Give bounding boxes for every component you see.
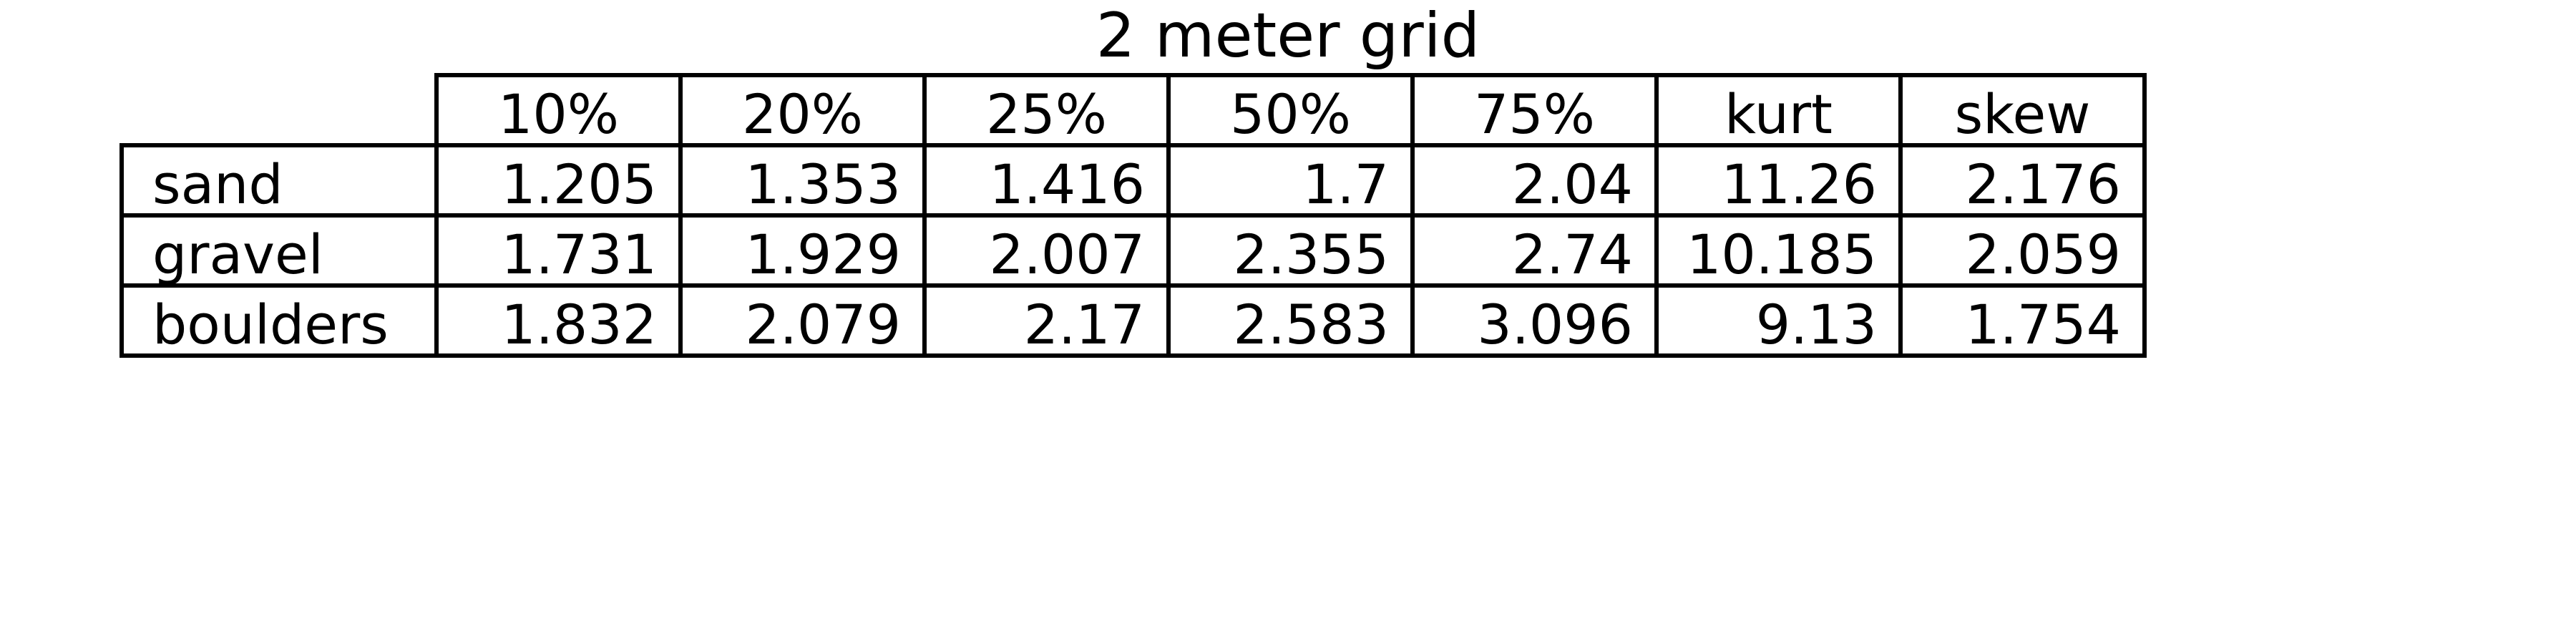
table-cell: 1.929 <box>678 213 927 288</box>
table-cell: 1.7 <box>1166 143 1415 218</box>
column-header: 75% <box>1410 73 1659 147</box>
table-cell: 1.416 <box>922 143 1171 218</box>
data-table: 10% 20% 25% 50% 75% kurt skew sand 1.205 1.353 1.4… <box>119 73 2152 374</box>
table-cell: 2.176 <box>1898 143 2147 218</box>
table-cell: 2.17 <box>922 283 1171 358</box>
row-header: sand <box>119 143 439 218</box>
table-cell: 3.096 <box>1410 283 1659 358</box>
table-cell: 2.059 <box>1898 213 2147 288</box>
table-cell: 10.185 <box>1654 213 1903 288</box>
row-header: gravel <box>119 213 439 288</box>
table-cell: 2.04 <box>1410 143 1659 218</box>
table-cell: 11.26 <box>1654 143 1903 218</box>
column-header: 10% <box>434 73 683 147</box>
table-cell: 1.353 <box>678 143 927 218</box>
chart-title: 2 meter grid <box>1096 0 1480 72</box>
table-cell: 2.355 <box>1166 213 1415 288</box>
column-header: skew <box>1898 73 2147 147</box>
column-header: 50% <box>1166 73 1415 147</box>
row-header: boulders <box>119 283 439 358</box>
table-cell: 2.007 <box>922 213 1171 288</box>
table-cell: 9.13 <box>1654 283 1903 358</box>
column-header: kurt <box>1654 73 1903 147</box>
table-cell: 1.754 <box>1898 283 2147 358</box>
table-cell: 2.74 <box>1410 213 1659 288</box>
table-cell: 1.731 <box>434 213 683 288</box>
column-header: 25% <box>922 73 1171 147</box>
table-cell: 1.832 <box>434 283 683 358</box>
column-header: 20% <box>678 73 927 147</box>
table-cell: 2.583 <box>1166 283 1415 358</box>
table-cell: 2.079 <box>678 283 927 358</box>
table-cell: 1.205 <box>434 143 683 218</box>
